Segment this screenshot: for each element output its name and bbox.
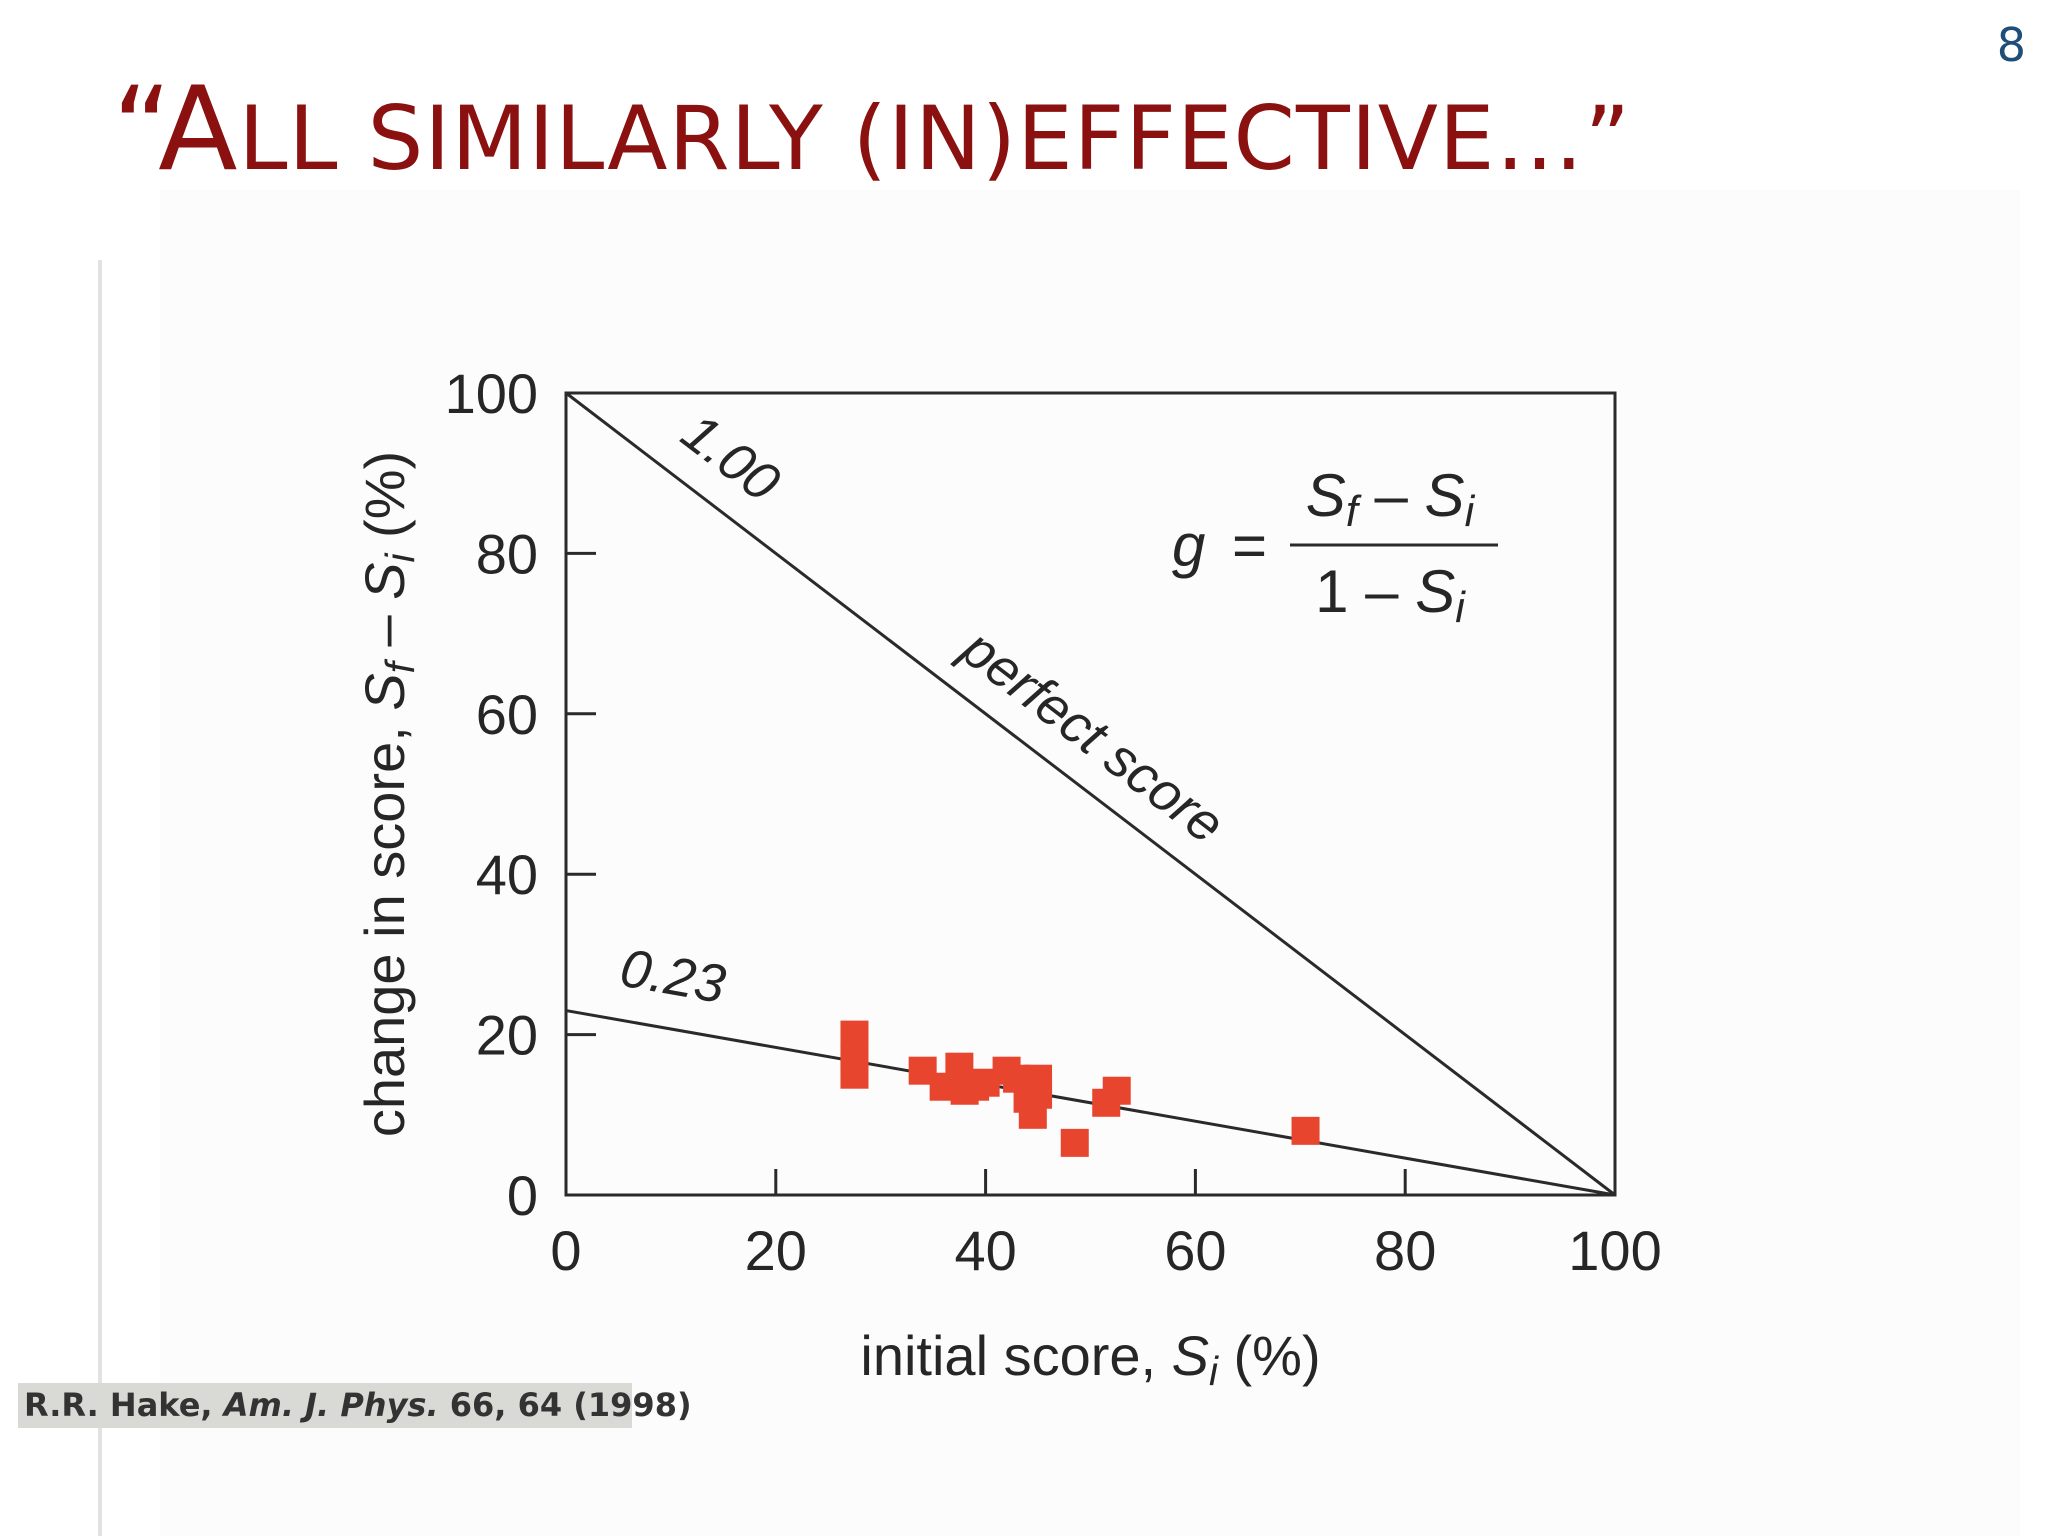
slide-number: 8 bbox=[1996, 18, 2026, 72]
citation: R.R. Hake, Am. J. Phys. 66, 64 (1998) bbox=[18, 1383, 692, 1428]
x-tick-label: 0 bbox=[550, 1219, 581, 1282]
line-annotation-perfect-score: perfect score bbox=[949, 617, 1235, 855]
x-axis-title: initial score, Si​ (%) bbox=[860, 1324, 1320, 1394]
y-tick-label: 40 bbox=[476, 843, 538, 906]
x-tick-label: 20 bbox=[745, 1219, 807, 1282]
formula-equals: = bbox=[1232, 512, 1267, 579]
y-tick-label: 100 bbox=[445, 362, 538, 425]
plot-frame bbox=[564, 391, 1617, 1197]
data-point bbox=[840, 1020, 869, 1049]
data-point bbox=[840, 1060, 869, 1089]
y-tick-label: 20 bbox=[476, 1004, 538, 1067]
formula-lhs: g bbox=[1172, 512, 1205, 579]
slide-title-rest: LL SIMILARLY (IN)EFFECTIVE…” bbox=[238, 87, 1632, 190]
data-point bbox=[1024, 1080, 1053, 1109]
chart-axes bbox=[564, 391, 1617, 1197]
trend-line-0-23 bbox=[565, 1009, 1616, 1197]
citation-details: 66, 64 (1998) bbox=[438, 1386, 692, 1424]
y-tick-label: 0 bbox=[507, 1164, 538, 1227]
data-point bbox=[1102, 1076, 1131, 1105]
y-axis-title: change in score, Sf​ – Si​ (%) bbox=[353, 451, 423, 1137]
line-label-perfect: 1.00 bbox=[671, 402, 791, 514]
citation-journal: Am. J. Phys. bbox=[223, 1386, 439, 1424]
citation-author: R.R. Hake, bbox=[24, 1386, 224, 1424]
line-label-gain: 0.23 bbox=[616, 938, 730, 1015]
trend-line-1-00 bbox=[565, 391, 1616, 1197]
chart-lines bbox=[565, 391, 1616, 1197]
figure-background bbox=[160, 190, 2020, 1536]
chart-labels: 0 20 40 60 80 100 0 20 40 60 80 100 initial score, S… bbox=[353, 362, 1662, 1394]
x-tick-label: 100 bbox=[1568, 1219, 1661, 1282]
left-divider bbox=[98, 260, 102, 1536]
slide-title-lead: “A bbox=[112, 62, 239, 197]
formula-denominator: 1 – Si​ bbox=[1315, 558, 1466, 632]
x-tick-label: 80 bbox=[1374, 1219, 1436, 1282]
chart-points bbox=[840, 1020, 1320, 1157]
y-tick-label: 60 bbox=[476, 683, 538, 746]
x-tick-label: 60 bbox=[1164, 1219, 1226, 1282]
y-tick-label: 80 bbox=[476, 522, 538, 585]
slide-title: “ALL SIMILARLY (IN)EFFECTIVE…” bbox=[112, 60, 1631, 199]
formula-numerator: Sf​ – Si​ bbox=[1306, 462, 1476, 536]
data-point bbox=[1060, 1128, 1089, 1157]
x-tick-label: 40 bbox=[954, 1219, 1016, 1282]
data-point bbox=[1291, 1116, 1320, 1145]
